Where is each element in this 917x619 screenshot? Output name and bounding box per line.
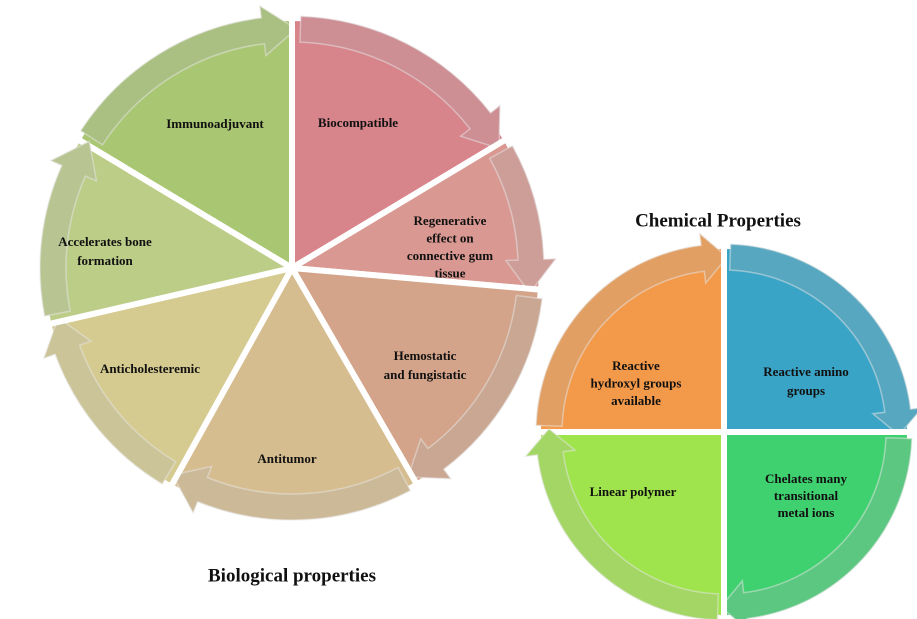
arrow-highlight — [729, 244, 917, 436]
arrow-highlight — [407, 295, 543, 479]
arrow-highlight — [80, 6, 297, 145]
segment-label: available — [611, 393, 661, 408]
segment-arrow — [535, 231, 729, 428]
segment-label: effect on — [426, 230, 474, 245]
segment-label: Regenerative — [414, 213, 487, 228]
segment-label: Chelates many — [765, 471, 847, 486]
segment-arrow — [39, 140, 98, 317]
segment-label: connective gum — [407, 248, 493, 263]
segment-label: Reactive amino — [763, 364, 849, 379]
segment-label: and fungistatic — [384, 367, 467, 382]
segment-label: Immunoadjuvant — [166, 116, 264, 131]
arrow-highlight — [172, 466, 411, 521]
segment-label: Accelerates bone — [58, 234, 152, 249]
segment-label: hydroxyl groups — [591, 375, 682, 390]
arrow-highlight — [39, 141, 97, 317]
segment-label: metal ions — [778, 505, 835, 520]
arrow-highlight — [299, 16, 500, 149]
segment-arrow — [728, 243, 917, 437]
segment-label: Anticholesteremic — [100, 361, 200, 376]
arrow-highlight — [720, 437, 912, 619]
segment-label: formation — [77, 253, 133, 268]
segment-arrow — [42, 316, 177, 486]
segment-label: Reactive — [612, 358, 660, 373]
segment-label: Antitumor — [257, 451, 316, 466]
biological-title: Biological properties — [208, 565, 376, 586]
segment-arrow — [488, 144, 558, 295]
arrow-highlight — [536, 233, 728, 427]
chemical-title: Chemical Properties — [635, 210, 801, 231]
arrow-highlight — [43, 317, 176, 484]
segment-label: Biocompatible — [318, 115, 398, 130]
segment-label: transitional — [774, 488, 839, 503]
segment-label: groups — [787, 383, 825, 398]
arrow-highlight — [489, 145, 556, 293]
segment-arrow — [523, 427, 720, 619]
segment-label: tissue — [434, 265, 465, 280]
segment-label: Hemostatic — [394, 348, 457, 363]
segment-label: Linear polymer — [590, 484, 677, 499]
arrow-highlight — [525, 428, 719, 619]
